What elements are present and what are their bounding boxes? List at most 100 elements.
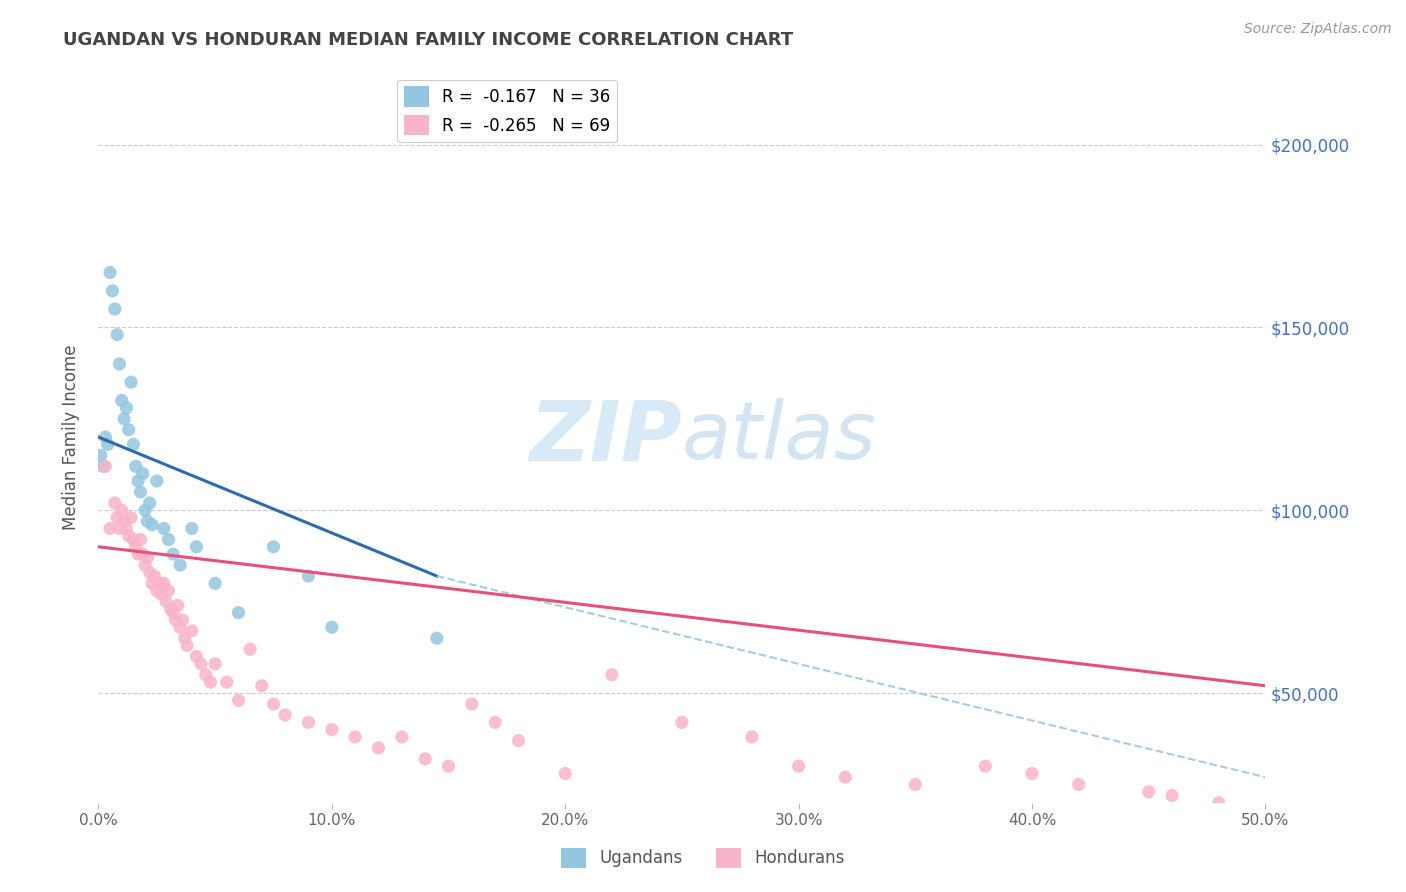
Point: [132, 467, 155, 481]
Text: atlas: atlas: [682, 398, 877, 476]
Point: [90, 448, 112, 462]
Text: ZIP: ZIP: [529, 397, 682, 477]
Point: [98, 521, 121, 535]
Point: [787, 759, 810, 773]
Point: [115, 521, 138, 535]
Point: [508, 733, 530, 747]
Legend: R =  -0.167   N = 36, R =  -0.265   N = 69: R = -0.167 N = 36, R = -0.265 N = 69: [396, 79, 617, 142]
Point: [834, 770, 856, 784]
Point: [122, 437, 145, 451]
Point: [173, 632, 195, 646]
Point: [97, 437, 120, 451]
Point: [162, 547, 184, 561]
Point: [600, 667, 623, 681]
Point: [461, 697, 484, 711]
Point: [297, 715, 319, 730]
Point: [274, 708, 297, 723]
Point: [118, 529, 141, 543]
Point: [1067, 777, 1090, 792]
Point: [134, 503, 156, 517]
Point: [190, 657, 212, 671]
Point: [1021, 766, 1043, 780]
Point: [1161, 789, 1184, 803]
Point: [194, 667, 217, 681]
Point: [321, 723, 343, 737]
Point: [139, 566, 162, 580]
Point: [98, 266, 121, 280]
Point: [104, 301, 127, 317]
Point: [176, 639, 198, 653]
Point: [152, 576, 174, 591]
Point: [105, 510, 128, 524]
Point: [671, 715, 693, 730]
Point: [91, 459, 114, 474]
Point: [120, 510, 142, 524]
Point: [94, 459, 117, 474]
Point: [1137, 785, 1160, 799]
Point: [129, 533, 152, 547]
Point: [297, 569, 319, 583]
Point: [125, 540, 148, 554]
Point: [159, 602, 181, 616]
Point: [484, 715, 506, 730]
Point: [152, 521, 174, 535]
Point: [150, 587, 173, 601]
Point: [204, 576, 226, 591]
Point: [262, 540, 284, 554]
Point: [391, 730, 413, 744]
Point: [101, 284, 124, 298]
Point: [741, 730, 763, 744]
Legend: Ugandans, Hondurans: Ugandans, Hondurans: [554, 841, 852, 875]
Point: [112, 412, 135, 426]
Point: [413, 752, 436, 766]
Text: UGANDAN VS HONDURAN MEDIAN FAMILY INCOME CORRELATION CHART: UGANDAN VS HONDURAN MEDIAN FAMILY INCOME…: [63, 31, 793, 49]
Point: [105, 327, 128, 342]
Point: [157, 583, 180, 598]
Point: [125, 459, 148, 474]
Point: [108, 521, 131, 535]
Point: [134, 558, 156, 573]
Point: [228, 693, 250, 707]
Point: [111, 503, 134, 517]
Point: [104, 496, 127, 510]
Point: [186, 540, 208, 554]
Point: [155, 594, 177, 608]
Point: [200, 675, 222, 690]
Point: [344, 730, 367, 744]
Point: [554, 766, 576, 780]
Point: [139, 496, 162, 510]
Point: [904, 777, 927, 792]
Point: [974, 759, 997, 773]
Point: [127, 474, 149, 488]
Point: [112, 514, 135, 528]
Point: [132, 547, 155, 561]
Point: [228, 606, 250, 620]
Point: [115, 401, 138, 415]
Point: [165, 613, 187, 627]
Point: [204, 657, 226, 671]
Point: [180, 521, 202, 535]
Point: [426, 632, 449, 646]
Point: [169, 620, 191, 634]
Point: [111, 393, 134, 408]
Point: [169, 558, 191, 573]
Point: [127, 547, 149, 561]
Point: [367, 740, 389, 755]
Point: [143, 569, 166, 583]
Point: [136, 514, 159, 528]
Point: [437, 759, 460, 773]
Point: [250, 679, 273, 693]
Point: [1208, 796, 1230, 810]
Point: [118, 423, 141, 437]
Point: [186, 649, 208, 664]
Point: [148, 576, 170, 591]
Point: [157, 533, 180, 547]
Point: [162, 606, 184, 620]
Point: [166, 599, 188, 613]
Point: [146, 474, 169, 488]
Point: [321, 620, 343, 634]
Point: [239, 642, 262, 657]
Point: [129, 485, 152, 500]
Y-axis label: Median Family Income: Median Family Income: [62, 344, 80, 530]
Point: [120, 375, 142, 389]
